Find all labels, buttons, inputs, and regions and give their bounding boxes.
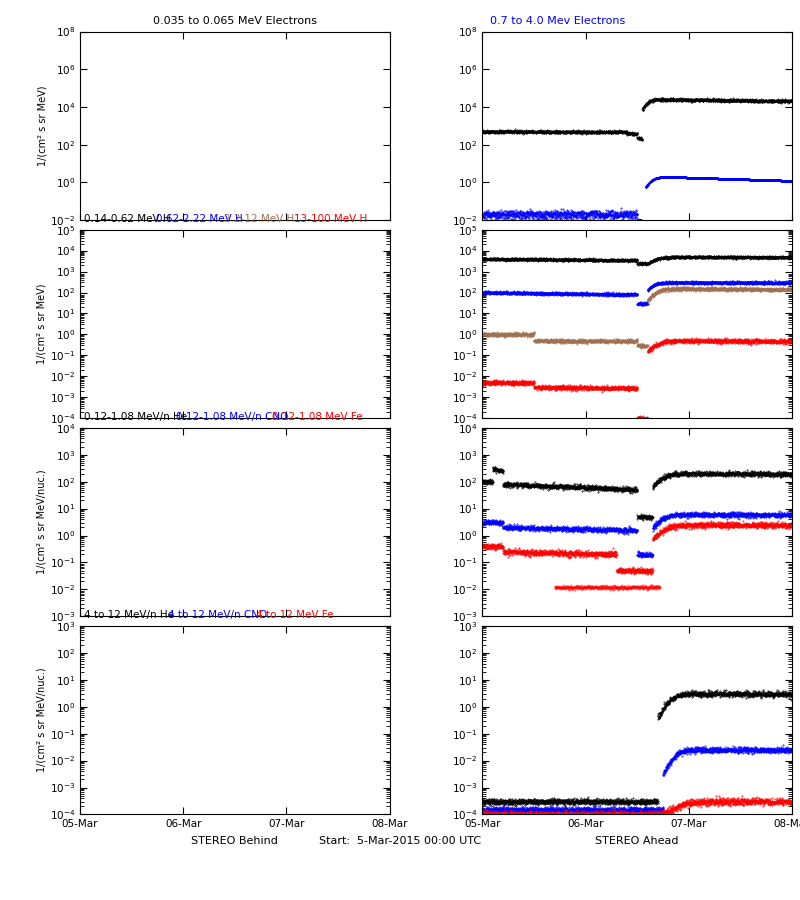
Text: 4 to 12 MeV/n He: 4 to 12 MeV/n He [84, 610, 174, 620]
Text: 0.7 to 4.0 Mev Electrons: 0.7 to 4.0 Mev Electrons [490, 16, 626, 26]
Text: STEREO Behind: STEREO Behind [191, 836, 278, 846]
Text: 0.12-1.08 MeV Fe: 0.12-1.08 MeV Fe [272, 412, 362, 422]
Text: 13-100 MeV H: 13-100 MeV H [294, 214, 368, 224]
Text: 0.12-1.08 MeV/n He: 0.12-1.08 MeV/n He [84, 412, 187, 422]
Text: 4 to 12 MeV Fe: 4 to 12 MeV Fe [256, 610, 334, 620]
Text: 0.12-1.08 MeV/n CNO: 0.12-1.08 MeV/n CNO [176, 412, 288, 422]
Text: 0.14-0.62 MeV H: 0.14-0.62 MeV H [84, 214, 170, 224]
Y-axis label: 1/(cm² s sr MeV): 1/(cm² s sr MeV) [37, 284, 46, 364]
Text: 2.2-12 MeV H: 2.2-12 MeV H [224, 214, 294, 224]
Y-axis label: 1/(cm² s sr MeV/nuc.): 1/(cm² s sr MeV/nuc.) [37, 668, 46, 772]
Text: 0.035 to 0.065 MeV Electrons: 0.035 to 0.065 MeV Electrons [153, 16, 317, 26]
Text: STEREO Ahead: STEREO Ahead [595, 836, 679, 846]
Text: 0.62-2.22 MeV H: 0.62-2.22 MeV H [156, 214, 242, 224]
Text: Start:  5-Mar-2015 00:00 UTC: Start: 5-Mar-2015 00:00 UTC [319, 836, 481, 846]
Y-axis label: 1/(cm² s sr MeV): 1/(cm² s sr MeV) [37, 86, 47, 166]
Y-axis label: 1/(cm² s sr MeV/nuc.): 1/(cm² s sr MeV/nuc.) [37, 470, 47, 574]
Text: 4 to 12 MeV/n CNO: 4 to 12 MeV/n CNO [168, 610, 267, 620]
